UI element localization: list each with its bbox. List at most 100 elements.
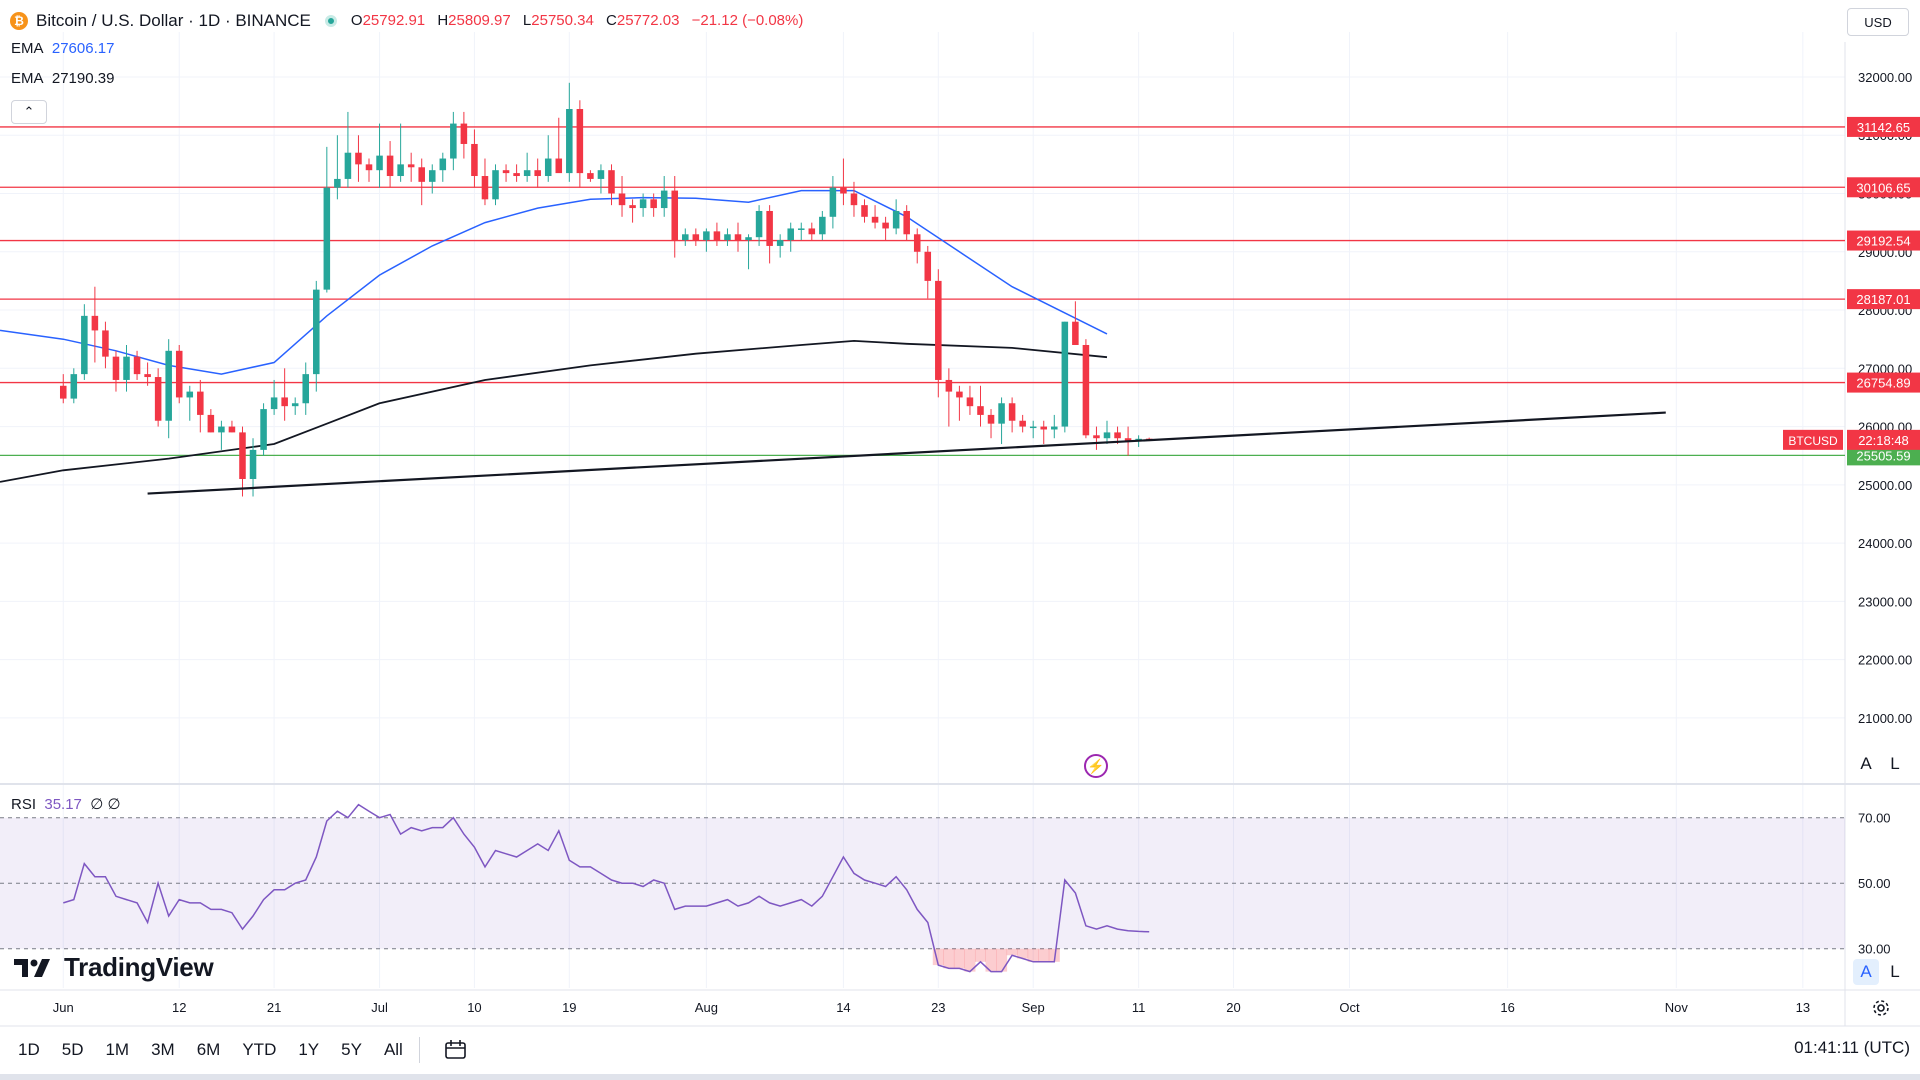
time-tick-label: 20: [1226, 1000, 1240, 1015]
timeframe-5y[interactable]: 5Y: [341, 1040, 362, 1059]
timeframe-toolbar: 1D 5D 1M 3M 6M YTD 1Y 5Y All: [0, 1026, 1920, 1074]
candle-body: [112, 356, 120, 380]
candle-body: [281, 397, 288, 407]
candle-body: [639, 199, 647, 209]
candle-body: [428, 170, 436, 182]
symbol-title[interactable]: Bitcoin / U.S. Dollar · 1D · BINANCE: [36, 11, 311, 30]
candle-body: [313, 289, 320, 375]
price-tick-label: 32000.00: [1858, 70, 1912, 85]
candle-body: [239, 432, 246, 480]
candle-body: [797, 228, 805, 230]
time-tick-label: 16: [1500, 1000, 1514, 1015]
candle-body: [618, 193, 626, 206]
candle-body: [102, 330, 109, 357]
candle-body: [133, 356, 141, 375]
candle-body: [344, 152, 352, 179]
gear-icon[interactable]: [1868, 995, 1894, 1021]
candle-body: [154, 377, 162, 421]
candle-body: [481, 176, 489, 200]
level-label: 28187.01: [1856, 292, 1910, 307]
candle-body: [1103, 432, 1111, 439]
candle-body: [386, 155, 394, 177]
level-badge: [1847, 445, 1920, 466]
time-tick-label: 23: [931, 1000, 945, 1015]
market-status-icon[interactable]: [324, 15, 337, 27]
candle-body: [850, 193, 858, 206]
candle-body: [1051, 426, 1058, 430]
candle-body: [523, 170, 531, 177]
candle-body: [587, 173, 594, 179]
candle-body: [418, 167, 425, 182]
rsi-log-scale-button[interactable]: L: [1882, 959, 1908, 985]
log-scale-button[interactable]: L: [1882, 751, 1908, 777]
level-label: 30106.65: [1856, 180, 1910, 195]
price-tick-label: 25000.00: [1858, 478, 1912, 493]
candle-body: [734, 234, 742, 241]
rsi-legend[interactable]: RSI 35.17 ∅ ∅: [11, 796, 121, 813]
candle-body: [650, 199, 657, 209]
ema-slow-value: 27190.39: [51, 70, 115, 87]
time-tick-label: Sep: [1022, 1000, 1045, 1015]
candle-body: [260, 409, 267, 450]
timeframe-1d[interactable]: 1D: [18, 1040, 40, 1059]
candle-body: [460, 123, 468, 144]
candle-body: [513, 173, 520, 177]
lightning-icon[interactable]: ⚡: [1084, 754, 1108, 778]
candle-body: [534, 170, 541, 177]
timeframe-all[interactable]: All: [383, 1040, 403, 1059]
time-tick-label: 11: [1132, 1000, 1146, 1015]
chart-legend: ₿ Bitcoin / U.S. Dollar · 1D · BINANCE O…: [10, 10, 811, 32]
candle-body: [302, 374, 310, 404]
timeframe-3m[interactable]: 3M: [151, 1040, 175, 1059]
auto-scale-button[interactable]: A: [1853, 751, 1879, 777]
time-tick-label: Oct: [1339, 1000, 1360, 1015]
timeframe-5d[interactable]: 5D: [61, 1040, 84, 1059]
candle-body: [1029, 426, 1037, 429]
candle-body: [703, 231, 710, 241]
tradingview-logo[interactable]: TradingView: [14, 952, 214, 983]
candle-body: [1072, 321, 1079, 345]
countdown-label: 22:18:48: [1858, 433, 1909, 448]
timeframe-1y[interactable]: 1Y: [298, 1040, 320, 1059]
candle-body: [450, 123, 457, 159]
candle-body: [871, 216, 879, 223]
candle-body: [935, 280, 942, 380]
candle-body: [81, 315, 88, 375]
candle-body: [692, 234, 700, 241]
candle-body: [70, 374, 78, 399]
candle-body: [608, 170, 615, 194]
candle-body: [1008, 403, 1016, 421]
ema-slow-line: [0, 339, 1108, 483]
candle-body: [755, 210, 763, 238]
currency-selector[interactable]: USD: [1847, 8, 1909, 36]
candle-body: [218, 426, 225, 433]
date-range-icon[interactable]: [438, 1034, 474, 1066]
level-badge: [1847, 116, 1920, 137]
ema-fast-legend[interactable]: EMA 27606.17: [11, 40, 115, 57]
candle-body: [745, 237, 752, 241]
candle-body: [998, 403, 1005, 424]
ema-slow-legend[interactable]: EMA 27190.39: [11, 70, 115, 87]
candle-body: [629, 205, 636, 209]
timeframe-1m[interactable]: 1M: [105, 1040, 130, 1059]
timeframe-6m[interactable]: 6M: [196, 1040, 221, 1059]
toolbar-divider: [418, 1037, 420, 1063]
candle-body: [492, 170, 499, 200]
candle-body: [323, 187, 331, 290]
trendline: [147, 411, 1666, 495]
candle-body: [1040, 426, 1048, 430]
rsi-auto-scale-button[interactable]: A: [1853, 959, 1879, 985]
utc-clock[interactable]: 01:41:11 (UTC): [1794, 1038, 1910, 1057]
timeframe-ytd[interactable]: YTD: [242, 1040, 277, 1059]
candle-body: [355, 152, 362, 165]
candle-body: [249, 449, 257, 480]
countdown-badge: [1847, 429, 1920, 450]
candle-body: [766, 210, 773, 246]
price-change: −21.12 (−0.08%): [691, 12, 804, 29]
candle-body: [197, 391, 204, 415]
candle-body: [945, 379, 953, 392]
collapse-legend-button[interactable]: ⌃: [11, 100, 47, 124]
candle-body: [660, 190, 668, 209]
candle-body: [1093, 435, 1100, 439]
